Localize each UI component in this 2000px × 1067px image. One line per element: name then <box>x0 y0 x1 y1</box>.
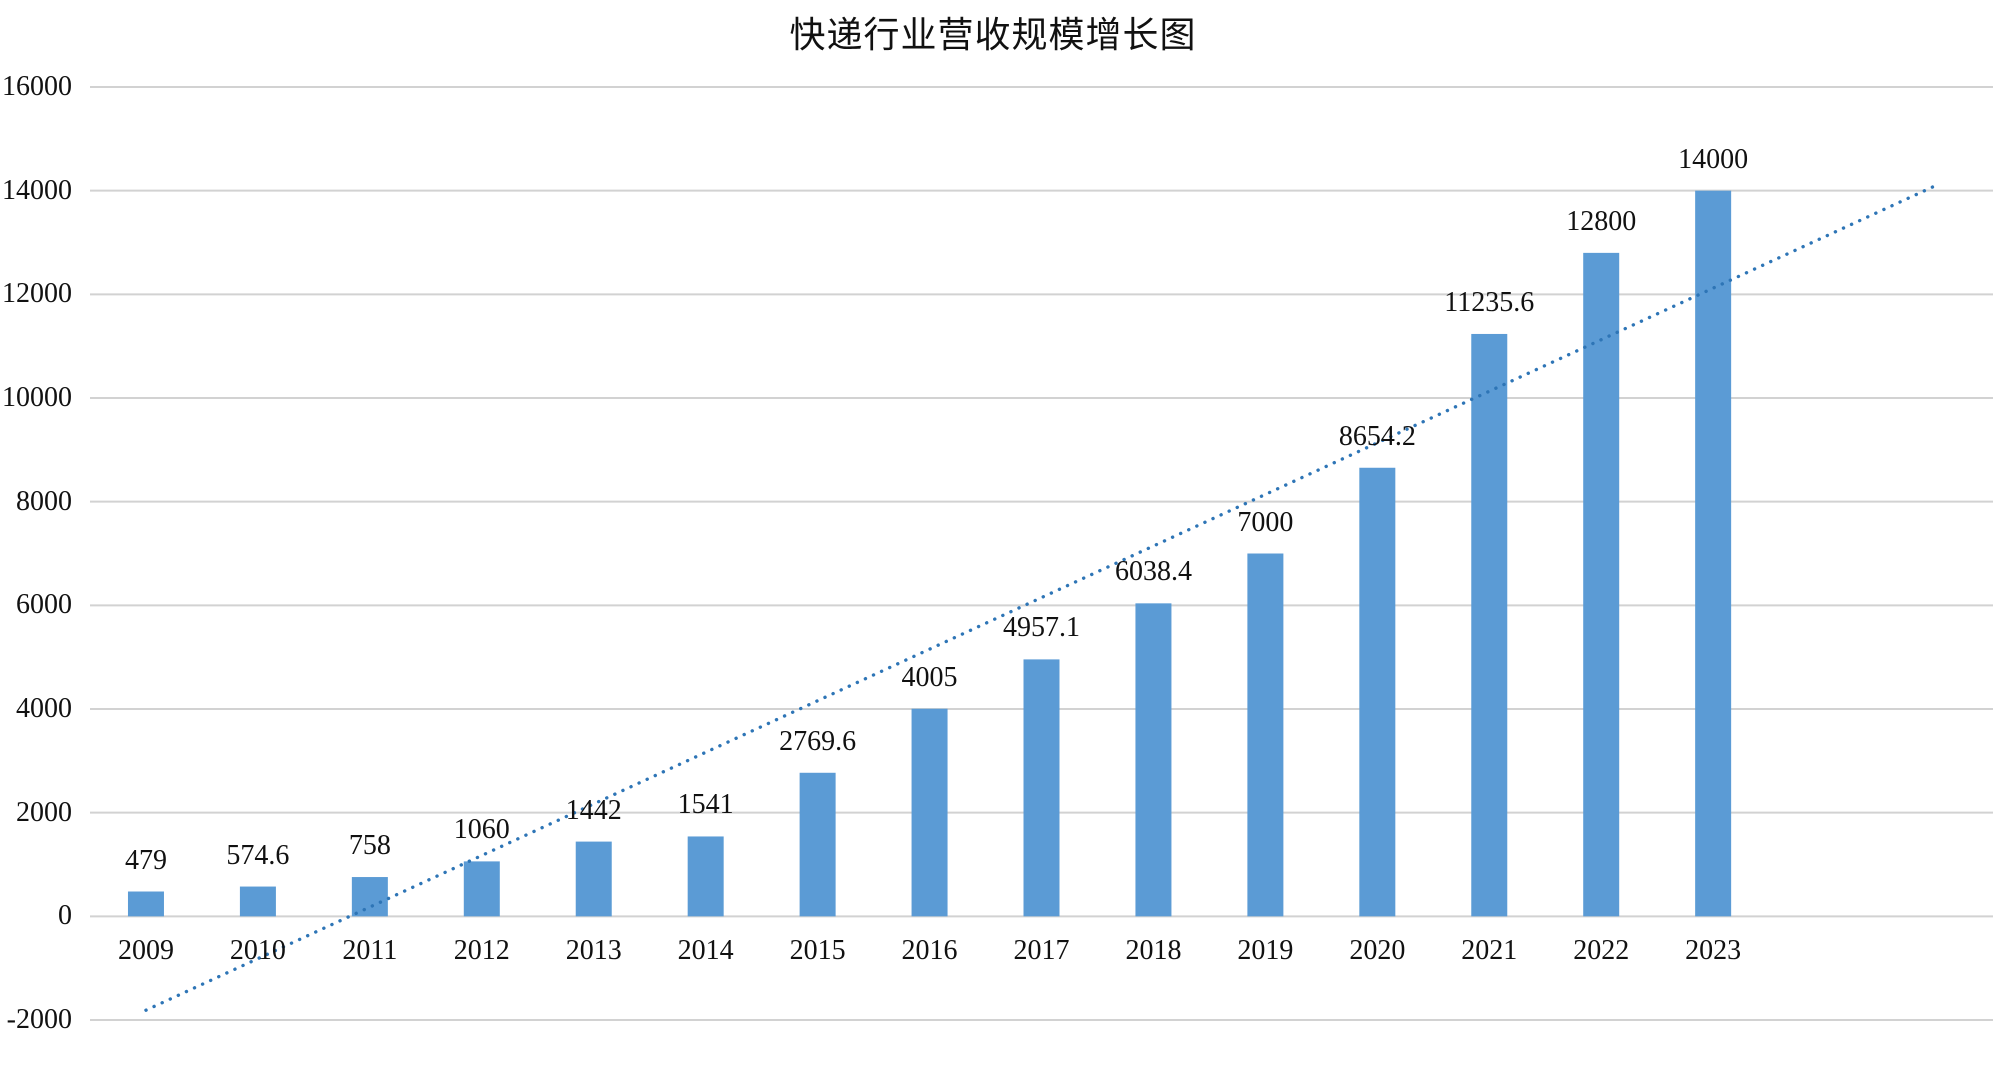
bar <box>463 861 500 917</box>
y-axis-tick-label: -2000 <box>6 1004 72 1035</box>
y-axis-tick-label: 10000 <box>2 382 72 413</box>
bar-value-label: 14000 <box>1678 143 1749 175</box>
x-axis-year-label: 2021 <box>1461 935 1518 967</box>
bar <box>1471 333 1508 917</box>
bar <box>127 891 164 917</box>
bar-value-label: 1541 <box>677 789 734 821</box>
bar <box>799 772 836 917</box>
y-axis-tick-label: 6000 <box>16 589 72 621</box>
bar-value-label: 4005 <box>901 661 958 693</box>
y-axis-tick-label: 12000 <box>2 278 72 310</box>
bar <box>1023 659 1060 917</box>
bar-value-label: 1060 <box>453 814 510 846</box>
x-axis-year-label: 2020 <box>1349 935 1406 967</box>
bar <box>1247 553 1284 917</box>
bar-value-label: 12800 <box>1566 205 1637 237</box>
bar <box>1583 252 1620 917</box>
bar <box>1135 603 1172 917</box>
x-axis-year-label: 2014 <box>677 935 734 967</box>
bar-value-label: 758 <box>348 830 391 862</box>
bar-value-label: 7000 <box>1237 506 1294 538</box>
x-axis-year-label: 2012 <box>453 935 510 967</box>
bar-value-label: 1442 <box>565 794 622 826</box>
trendline <box>144 183 1939 1012</box>
bar <box>687 836 724 917</box>
bar <box>239 886 276 917</box>
x-axis-year-label: 2013 <box>565 935 622 967</box>
bar-value-label: 2769.6 <box>779 725 857 757</box>
bar-value-label: 6038.4 <box>1114 556 1192 588</box>
y-axis-tick-label: 8000 <box>16 485 72 517</box>
x-axis-year-label: 2022 <box>1573 935 1630 967</box>
bar <box>1359 467 1396 917</box>
bar <box>911 708 948 917</box>
x-axis-year-label: 2010 <box>229 935 286 967</box>
x-axis-year-label: 2017 <box>1013 935 1070 967</box>
y-axis-tick-label: 16000 <box>2 71 72 102</box>
chart-title: 快递行业营收规模增长图 <box>789 15 1197 55</box>
x-axis-year-label: 2019 <box>1237 935 1294 967</box>
x-axis-year-label: 2023 <box>1685 935 1742 967</box>
x-axis-year-label: 2011 <box>342 935 398 967</box>
bar <box>575 841 612 917</box>
bar-value-label: 479 <box>124 844 167 876</box>
x-axis-year-label: 2016 <box>901 935 958 967</box>
bar <box>1695 190 1732 917</box>
bar-value-label: 11235.6 <box>1444 286 1535 318</box>
y-axis-tick-label: 0 <box>58 900 72 932</box>
bar-value-label: 8654.2 <box>1338 420 1416 452</box>
y-axis-tick-label: 14000 <box>2 174 72 206</box>
bar-value-label: 4957.1 <box>1003 612 1080 644</box>
x-axis-year-label: 2015 <box>789 935 846 967</box>
x-axis-year-label: 2009 <box>117 935 174 967</box>
bar <box>351 877 388 917</box>
y-axis-tick-label: 2000 <box>16 796 72 828</box>
y-axis-tick-label: 4000 <box>16 693 72 724</box>
x-axis-year-label: 2018 <box>1125 935 1182 967</box>
bar-value-label: 574.6 <box>226 839 290 871</box>
